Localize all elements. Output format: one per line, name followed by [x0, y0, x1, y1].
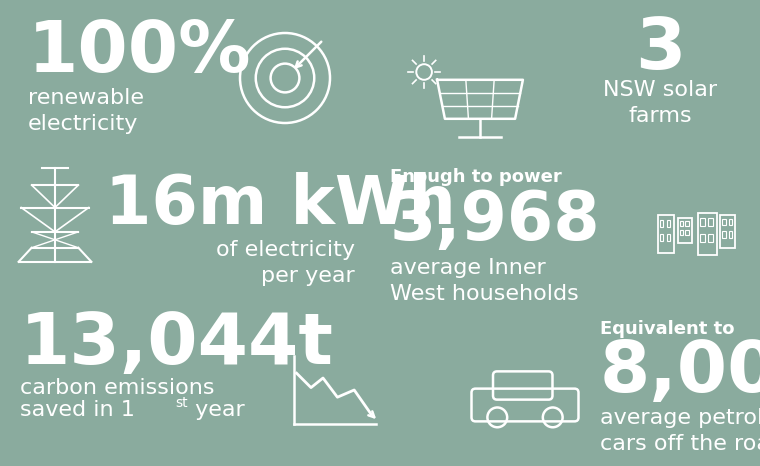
Bar	[701, 218, 705, 226]
Bar	[679, 220, 682, 226]
Text: 3,968: 3,968	[390, 188, 600, 254]
Text: 16m kWh: 16m kWh	[105, 172, 456, 238]
Bar	[722, 219, 726, 226]
Bar	[720, 215, 735, 247]
Text: carbon emissions: carbon emissions	[20, 378, 214, 398]
Text: renewable
electricity: renewable electricity	[28, 88, 144, 134]
Bar	[729, 231, 732, 238]
Bar	[667, 234, 670, 241]
Text: of electricity
per year: of electricity per year	[216, 240, 355, 287]
Bar	[686, 220, 689, 226]
Bar	[708, 218, 713, 226]
Bar	[686, 230, 689, 235]
Text: average petrol
cars off the road: average petrol cars off the road	[600, 408, 760, 454]
Bar	[660, 234, 663, 241]
Bar	[698, 212, 717, 255]
Bar	[660, 219, 663, 227]
Bar	[729, 219, 732, 226]
Bar	[701, 234, 705, 242]
Text: saved in 1: saved in 1	[20, 400, 135, 420]
Text: NSW solar
farms: NSW solar farms	[603, 80, 717, 126]
Bar	[677, 218, 692, 242]
Text: 8,000: 8,000	[600, 338, 760, 407]
Bar	[708, 234, 713, 242]
Text: Enough to power: Enough to power	[390, 168, 562, 186]
Text: year: year	[188, 400, 245, 420]
Text: st: st	[175, 396, 188, 410]
Text: 3: 3	[635, 15, 686, 84]
Bar	[722, 231, 726, 238]
Bar	[667, 219, 670, 227]
Text: average Inner
West households: average Inner West households	[390, 258, 579, 304]
Bar	[657, 215, 673, 253]
Bar	[679, 230, 682, 235]
Text: 100%: 100%	[28, 18, 252, 87]
Text: Equivalent to: Equivalent to	[600, 320, 734, 338]
Text: 13,044t: 13,044t	[20, 310, 334, 379]
